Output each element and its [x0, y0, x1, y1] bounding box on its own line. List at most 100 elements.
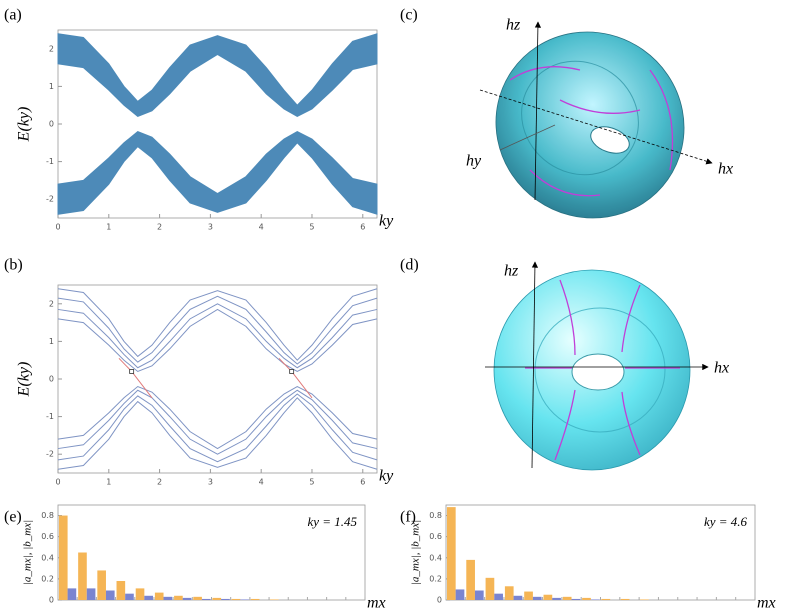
bar — [144, 595, 153, 600]
bar — [135, 588, 145, 600]
x-tick-label: 6 — [360, 478, 365, 487]
axis-label: hy — [466, 153, 482, 170]
y-tick-label: 0 — [49, 596, 54, 605]
y-axis-label: E(ky) — [16, 362, 33, 398]
y-tick-label: 0 — [49, 120, 54, 129]
annotation: ky = 4.6 — [704, 514, 748, 529]
bar — [105, 590, 115, 600]
x-axis-label: mx — [757, 595, 776, 612]
bar — [513, 595, 523, 600]
panel-label: (c) — [400, 7, 418, 24]
x-tick-label: 1 — [106, 223, 111, 232]
bar — [174, 595, 183, 600]
band-line — [57, 308, 378, 373]
x-tick-label: 0 — [55, 223, 60, 232]
band-line — [57, 393, 378, 463]
y-tick-label: 1 — [49, 337, 54, 346]
y-tick-label: 0.8 — [41, 511, 54, 520]
y-tick-label: 2 — [49, 299, 54, 308]
x-axis-label: mx — [367, 595, 386, 612]
y-tick-label: 0 — [49, 375, 54, 384]
x-tick-label: 4 — [259, 478, 264, 487]
bar — [532, 596, 542, 600]
bar — [582, 597, 591, 600]
x-tick-label: 0 — [55, 478, 60, 487]
panel-label: (f) — [400, 509, 416, 526]
band-line — [57, 385, 378, 450]
torus-c: hz hy hx — [466, 17, 733, 219]
y-tick-label: 0.2 — [41, 574, 54, 583]
y-tick-label: 0.6 — [41, 532, 54, 541]
panel-label: (a) — [4, 7, 22, 24]
band-line — [57, 303, 378, 369]
x-tick-label: 3 — [208, 478, 213, 487]
x-tick-label: 1 — [106, 478, 111, 487]
bar — [116, 581, 126, 600]
band-line — [57, 288, 378, 361]
axis-label: hz — [506, 17, 521, 34]
bar — [474, 590, 484, 600]
annotation: ky = 1.45 — [307, 514, 357, 529]
bar — [543, 594, 553, 600]
y-tick-label: -1 — [46, 157, 54, 166]
bar — [485, 577, 495, 600]
band-line — [57, 397, 378, 470]
x-tick-label: 2 — [157, 223, 162, 232]
bar — [182, 597, 192, 600]
bar — [125, 593, 134, 600]
bar — [640, 599, 649, 600]
bar — [86, 588, 96, 600]
bar — [494, 593, 503, 600]
bar — [212, 597, 222, 600]
x-tick-label: 5 — [309, 478, 314, 487]
y-tick-label: -1 — [46, 412, 54, 421]
y-tick-label: 0.4 — [41, 553, 54, 562]
band-line — [57, 389, 378, 455]
y-tick-label: 2 — [49, 44, 54, 53]
panel-label: (e) — [4, 509, 22, 526]
bar — [78, 552, 87, 600]
crossing-point — [129, 369, 135, 374]
bar — [571, 598, 581, 600]
bar — [163, 596, 173, 600]
axis-label: hx — [718, 161, 733, 178]
bar — [466, 559, 475, 600]
y-tick-label: -2 — [46, 195, 54, 204]
axis-label: hx — [714, 360, 729, 377]
bar — [552, 597, 561, 600]
bar — [455, 589, 465, 600]
bar — [221, 598, 230, 600]
x-tick-label: 2 — [157, 478, 162, 487]
bar — [201, 598, 211, 600]
bar — [58, 515, 68, 600]
x-axis-label: ky — [379, 468, 394, 485]
y-axis-label: |a_mx|, |b_mx| — [22, 520, 34, 585]
bar — [270, 599, 279, 600]
y-tick-label: 0.2 — [429, 574, 442, 583]
y-tick-label: -2 — [46, 450, 54, 459]
bar — [601, 598, 611, 600]
bar — [504, 586, 514, 600]
bar — [240, 599, 249, 600]
y-tick-label: 0.4 — [429, 553, 442, 562]
y-axis-label: E(ky) — [16, 107, 33, 143]
x-axis-label: ky — [379, 213, 394, 230]
y-tick-label: 0.6 — [429, 532, 442, 541]
bar — [250, 598, 260, 600]
plot-frame — [57, 29, 378, 219]
bar — [97, 570, 106, 600]
panel-label: (d) — [400, 257, 419, 274]
x-tick-label: 6 — [360, 223, 365, 232]
bar — [524, 591, 533, 600]
bar — [562, 596, 572, 600]
y-axis-label: |a_mx|, |b_mx| — [410, 520, 422, 585]
y-tick-label: 1 — [49, 82, 54, 91]
y-tick-label: 0.8 — [429, 511, 442, 520]
bar — [193, 596, 202, 600]
torus-d: hz hx — [485, 261, 729, 471]
x-tick-label: 5 — [309, 223, 314, 232]
axis-label: hz — [504, 263, 519, 280]
bar — [154, 592, 164, 600]
crossing-point — [289, 369, 295, 374]
